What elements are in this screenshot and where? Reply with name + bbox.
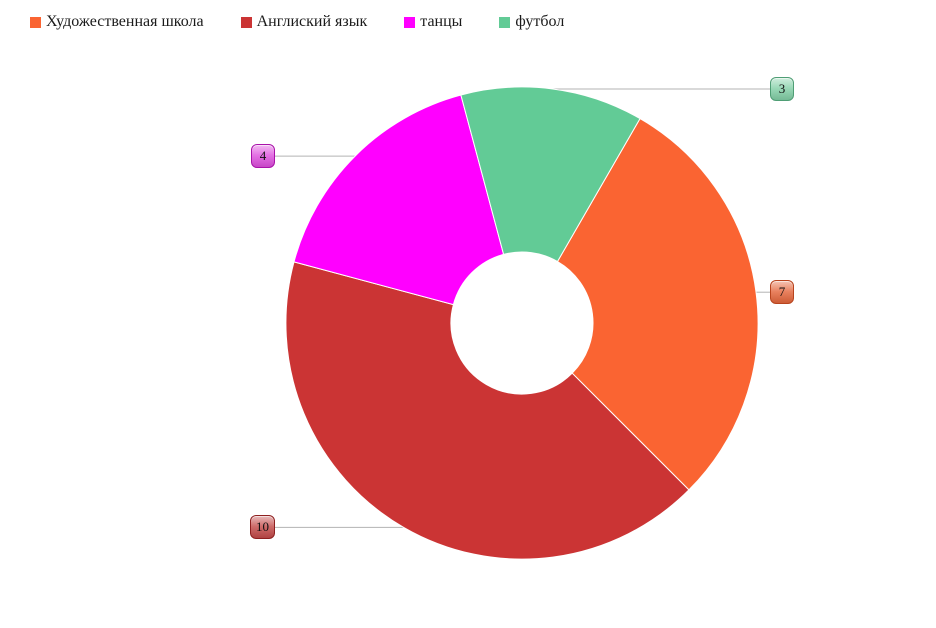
pie-slice-2[interactable] [293, 94, 505, 306]
legend-item-art-school[interactable]: Художественная школа [30, 13, 204, 31]
legend-item-english[interactable]: Англиский язык [240, 13, 368, 31]
legend-item-dance[interactable]: танцы [404, 13, 462, 31]
pie-slice-0[interactable] [556, 117, 759, 491]
legend-marker-icon [30, 16, 41, 28]
legend-marker-icon [240, 16, 252, 28]
legend-label: футбол [515, 13, 565, 30]
legend-label: Англиский язык [256, 13, 368, 30]
chart-legend: Художественная школа Англиский язык танц… [30, 13, 564, 31]
legend-marker-icon [499, 16, 511, 28]
legend-label: танцы [420, 13, 463, 30]
legend-item-football[interactable]: футбол [499, 13, 564, 31]
pie-slice-1[interactable] [285, 261, 690, 560]
legend-label: Художественная школа [46, 13, 204, 30]
pie-slice-3[interactable] [460, 86, 641, 263]
legend-marker-icon [404, 16, 416, 28]
